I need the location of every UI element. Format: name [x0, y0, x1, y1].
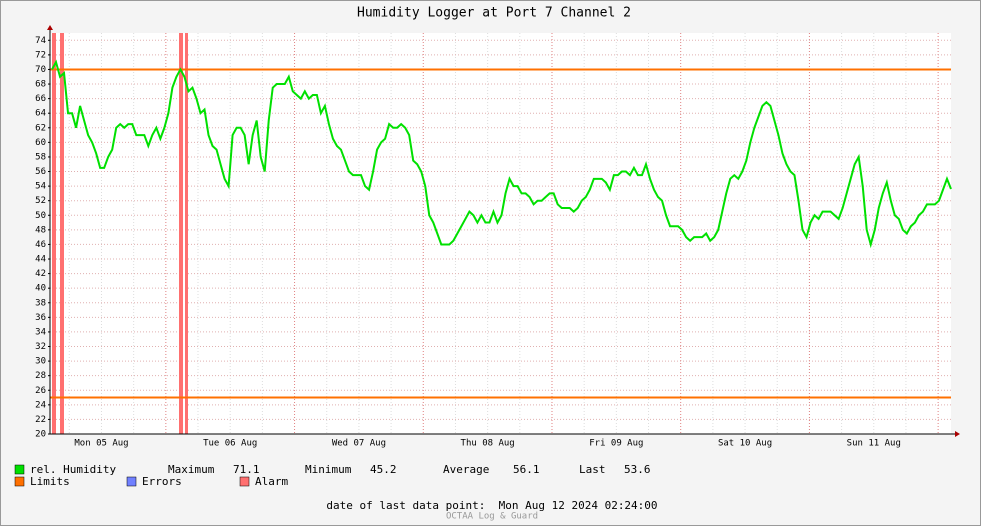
stat-label: Minimum [305, 463, 352, 476]
x-tick-label: Sun 11 Aug [847, 439, 901, 449]
plot-area [50, 33, 951, 434]
y-tick-label: 58 [35, 152, 46, 162]
y-tick-label: 22 [35, 415, 46, 425]
y-axis-arrow [47, 25, 53, 30]
y-tick-label: 54 [35, 182, 46, 192]
alarm-band [60, 33, 64, 434]
x-tick-label: Thu 08 Aug [461, 439, 515, 449]
y-tick-label: 32 [35, 342, 46, 352]
y-tick-label: 70 [35, 65, 46, 75]
y-tick-label: 36 [35, 313, 46, 323]
y-tick-label: 68 [35, 80, 46, 90]
legend-swatch [14, 464, 25, 475]
stat-value: 45.2 [370, 463, 397, 476]
legend-label: rel. Humidity [30, 463, 116, 476]
y-tick-label: 42 [35, 269, 46, 279]
y-tick-label: 34 [35, 327, 46, 337]
series-line [51, 59, 952, 249]
x-tick-label: Sat 10 Aug [718, 439, 772, 449]
legend-label: Limits [30, 475, 70, 488]
alarm-band [179, 33, 183, 434]
y-tick-label: 30 [35, 357, 46, 367]
stat-value: 71.1 [233, 463, 260, 476]
legend-swatch [126, 476, 137, 487]
y-tick-label: 56 [35, 167, 46, 177]
legend-label: Alarm [255, 475, 288, 488]
credit: OCTAA Log & Guard [446, 512, 538, 522]
legend-swatch [14, 476, 25, 487]
stat-value: 53.6 [624, 463, 651, 476]
legend-label: Errors [142, 475, 182, 488]
y-tick-label: 26 [35, 386, 46, 396]
alarm-band [185, 33, 188, 434]
y-tick-label: 28 [35, 371, 46, 381]
footer: date of last data point: Mon Aug 12 2024… [326, 499, 657, 512]
x-tick-label: Tue 06 Aug [203, 439, 257, 449]
stat-label: Last [579, 463, 606, 476]
chart-title: Humidity Logger at Port 7 Channel 2 [357, 6, 631, 21]
y-tick-label: 72 [35, 50, 46, 60]
y-tick-label: 50 [35, 211, 46, 221]
y-tick-label: 48 [35, 225, 46, 235]
y-tick-label: 40 [35, 284, 46, 294]
y-tick-label: 52 [35, 196, 46, 206]
x-tick-label: Mon 05 Aug [74, 439, 128, 449]
y-tick-label: 38 [35, 298, 46, 308]
alarm-band [52, 33, 56, 434]
y-tick-label: 24 [35, 400, 46, 410]
y-tick-label: 62 [35, 123, 46, 133]
y-tick-label: 64 [35, 109, 46, 119]
stat-value: 56.1 [513, 463, 540, 476]
y-tick-label: 44 [35, 255, 46, 265]
y-tick-label: 20 [35, 430, 46, 440]
y-tick-label: 60 [35, 138, 46, 148]
x-axis-arrow [955, 431, 960, 437]
stat-label: Maximum [168, 463, 215, 476]
y-tick-label: 74 [35, 36, 46, 46]
legend-swatch [239, 476, 250, 487]
y-tick-label: 66 [35, 94, 46, 104]
y-tick-label: 46 [35, 240, 46, 250]
x-tick-label: Fri 09 Aug [589, 439, 643, 449]
x-tick-label: Wed 07 Aug [332, 439, 386, 449]
stat-label: Average [443, 463, 489, 476]
